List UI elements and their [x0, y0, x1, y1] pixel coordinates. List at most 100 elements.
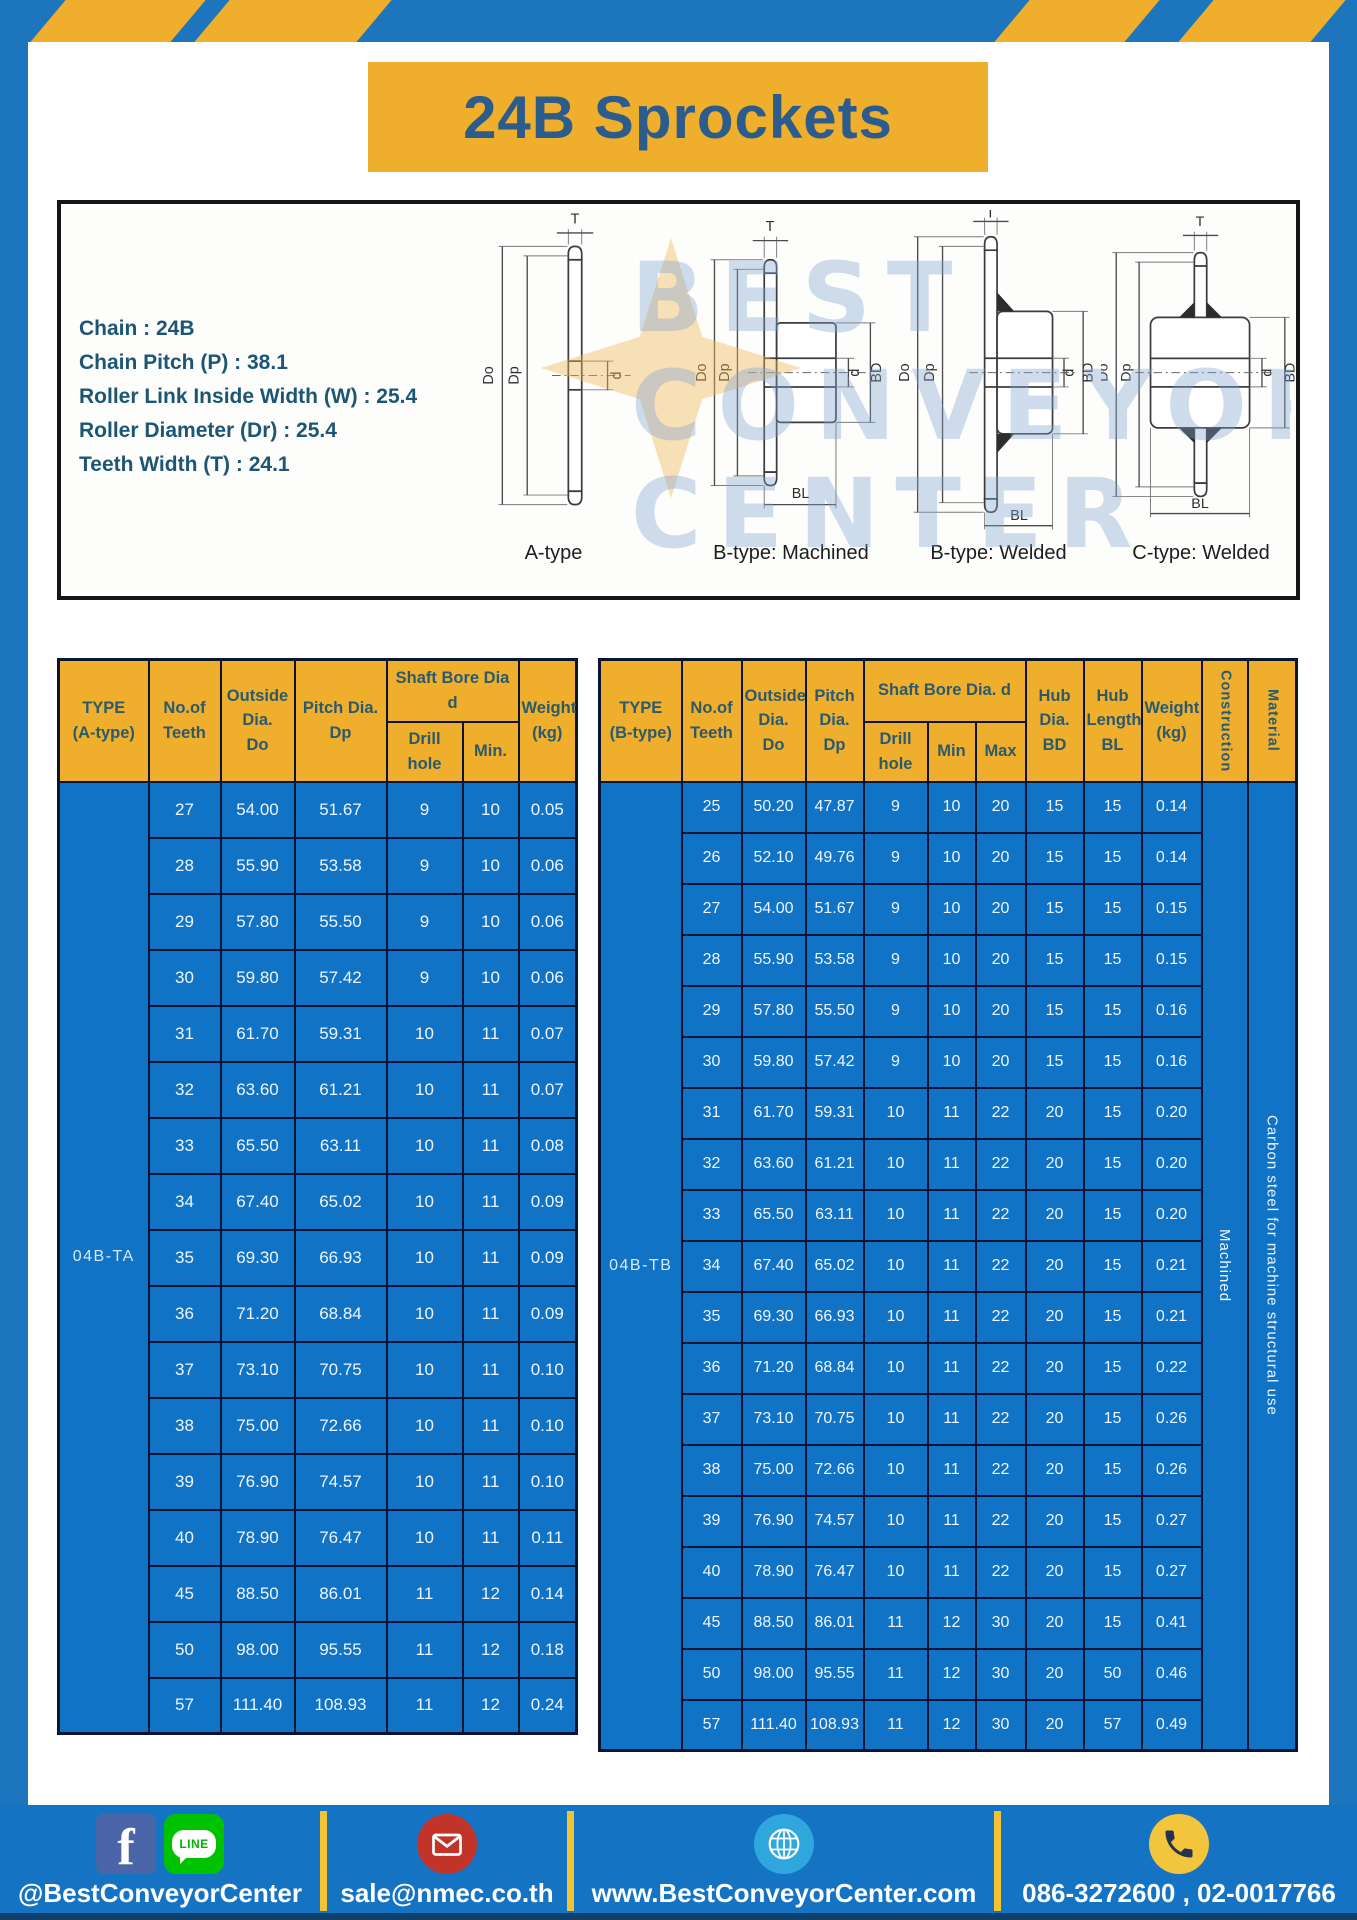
data-cell: 9 — [385, 780, 464, 839]
data-cell: 11 — [926, 1392, 977, 1446]
data-cell: 74.57 — [804, 1494, 865, 1548]
data-cell: 68.84 — [293, 1284, 388, 1343]
data-cell: 76.90 — [740, 1494, 807, 1548]
data-cell: 0.16 — [1140, 984, 1203, 1038]
data-cell: 15 — [1082, 1443, 1143, 1497]
yellow-stripe — [1175, 0, 1349, 42]
data-cell: 10 — [385, 1116, 464, 1175]
data-cell: 50 — [147, 1620, 222, 1679]
table-row: 26 52.10 49.76 9 10 20 15 15 0.14 — [600, 831, 1297, 885]
data-cell: 10 — [862, 1443, 929, 1497]
data-cell: 0.22 — [1140, 1341, 1203, 1395]
type-code-cell: 04B-TA — [57, 780, 150, 1735]
data-cell: 9 — [862, 933, 929, 987]
data-cell: 10 — [862, 1137, 929, 1191]
phone-numbers: 086-3272600 , 02-0017766 — [1022, 1878, 1336, 1908]
data-cell: 10 — [385, 1508, 464, 1567]
data-cell: 0.10 — [517, 1396, 578, 1455]
phone-icon — [1149, 1814, 1209, 1874]
data-cell: 11 — [862, 1647, 929, 1701]
data-cell: 0.08 — [517, 1116, 578, 1175]
data-cell: 10 — [461, 780, 520, 839]
data-cell: 11 — [461, 1508, 520, 1567]
construction-cell: Machined — [1200, 780, 1249, 1752]
data-cell: 69.30 — [219, 1228, 296, 1287]
sprocket-b-welded-drawing: T Do Dp d BD BL — [897, 210, 1097, 530]
data-cell: 11 — [385, 1620, 464, 1679]
data-cell: 31 — [680, 1086, 743, 1140]
data-cell: 47.87 — [804, 780, 865, 834]
table-row: 36 71.20 68.84 10 11 0.09 — [59, 1284, 578, 1343]
data-cell: 29 — [147, 892, 222, 951]
data-cell: 11 — [461, 1284, 520, 1343]
table-row: 29 57.80 55.50 9 10 0.06 — [59, 892, 578, 951]
table-row: 27 54.00 51.67 9 10 20 15 15 0.15 — [600, 882, 1297, 936]
dim-label-t: T — [986, 210, 995, 222]
data-cell: 59.31 — [804, 1086, 865, 1140]
data-cell: 0.20 — [1140, 1137, 1203, 1191]
data-cell: 20 — [1024, 1545, 1085, 1599]
data-cell: 10 — [862, 1494, 929, 1548]
data-cell: 38 — [680, 1443, 743, 1497]
data-cell: 88.50 — [740, 1596, 807, 1650]
data-cell: 9 — [862, 1035, 929, 1089]
data-cell: 57 — [680, 1698, 743, 1752]
data-cell: 61.21 — [293, 1060, 388, 1119]
dim-label-d: d — [608, 371, 624, 379]
data-cell: 0.26 — [1140, 1443, 1203, 1497]
data-cell: 0.09 — [517, 1172, 578, 1231]
spec-line: Teeth Width (T) : 24.1 — [79, 453, 290, 476]
data-cell: 10 — [461, 892, 520, 951]
data-cell: 33 — [680, 1188, 743, 1242]
data-cell: 45 — [680, 1596, 743, 1650]
data-cell: 22 — [974, 1137, 1027, 1191]
data-cell: 63.60 — [740, 1137, 807, 1191]
data-cell: 12 — [461, 1620, 520, 1679]
col-header-min: Min — [926, 720, 977, 783]
data-cell: 0.14 — [517, 1564, 578, 1623]
data-cell: 98.00 — [219, 1620, 296, 1679]
data-cell: 50 — [1082, 1647, 1143, 1701]
data-cell: 51.67 — [804, 882, 865, 936]
data-cell: 63.11 — [293, 1116, 388, 1175]
data-cell: 10 — [385, 1284, 464, 1343]
title-banner: 24B Sprockets — [368, 62, 988, 172]
dim-label-t: T — [1196, 214, 1205, 230]
data-cell: 20 — [974, 933, 1027, 987]
diagram-panel: BEST CONVEYOR CENTER Chain : 24B Chain P… — [57, 200, 1300, 600]
table-row: 32 63.60 61.21 10 11 0.07 — [59, 1060, 578, 1119]
yellow-stripe — [991, 0, 1163, 42]
table-row: 32 63.60 61.21 10 11 22 20 15 0.20 — [600, 1137, 1297, 1191]
data-cell: 15 — [1082, 1494, 1143, 1548]
data-cell: 26 — [680, 831, 743, 885]
data-cell: 55.50 — [804, 984, 865, 1038]
data-cell: 28 — [147, 836, 222, 895]
data-cell: 15 — [1082, 933, 1143, 987]
data-cell: 30 — [147, 948, 222, 1007]
data-cell: 15 — [1024, 1035, 1085, 1089]
data-cell: 9 — [862, 831, 929, 885]
figure-a-type: T Do Dp d A-type — [461, 210, 646, 596]
data-cell: 111.40 — [740, 1698, 807, 1752]
table-row: 35 69.30 66.93 10 11 0.09 — [59, 1228, 578, 1287]
footer-phone-section: 086-3272600 , 02-0017766 — [1001, 1805, 1357, 1920]
data-cell: 0.05 — [517, 780, 578, 839]
data-cell: 20 — [1024, 1494, 1085, 1548]
col-header-teeth: No.of Teeth — [147, 658, 222, 783]
data-cell: 11 — [926, 1137, 977, 1191]
data-cell: 15 — [1024, 780, 1085, 834]
data-cell: 15 — [1024, 831, 1085, 885]
material-cell: Carbon steel for machine structural use — [1246, 780, 1298, 1752]
figure-b-type-welded: T Do Dp d BD BL B-type: Welded — [896, 210, 1101, 596]
table-row: 38 75.00 72.66 10 11 0.10 — [59, 1396, 578, 1455]
col-header-drill-hole: Drill hole — [862, 720, 929, 783]
data-cell: 20 — [1024, 1341, 1085, 1395]
data-cell: 15 — [1082, 1290, 1143, 1344]
email-address: sale@nmec.co.th — [340, 1878, 554, 1908]
data-cell: 22 — [974, 1443, 1027, 1497]
col-header-pitch-dia: Pitch Dia. Dp — [293, 658, 388, 783]
table-row: 30 59.80 57.42 9 10 0.06 — [59, 948, 578, 1007]
table-row: 31 61.70 59.31 10 11 0.07 — [59, 1004, 578, 1063]
data-cell: 39 — [680, 1494, 743, 1548]
data-cell: 11 — [385, 1676, 464, 1735]
